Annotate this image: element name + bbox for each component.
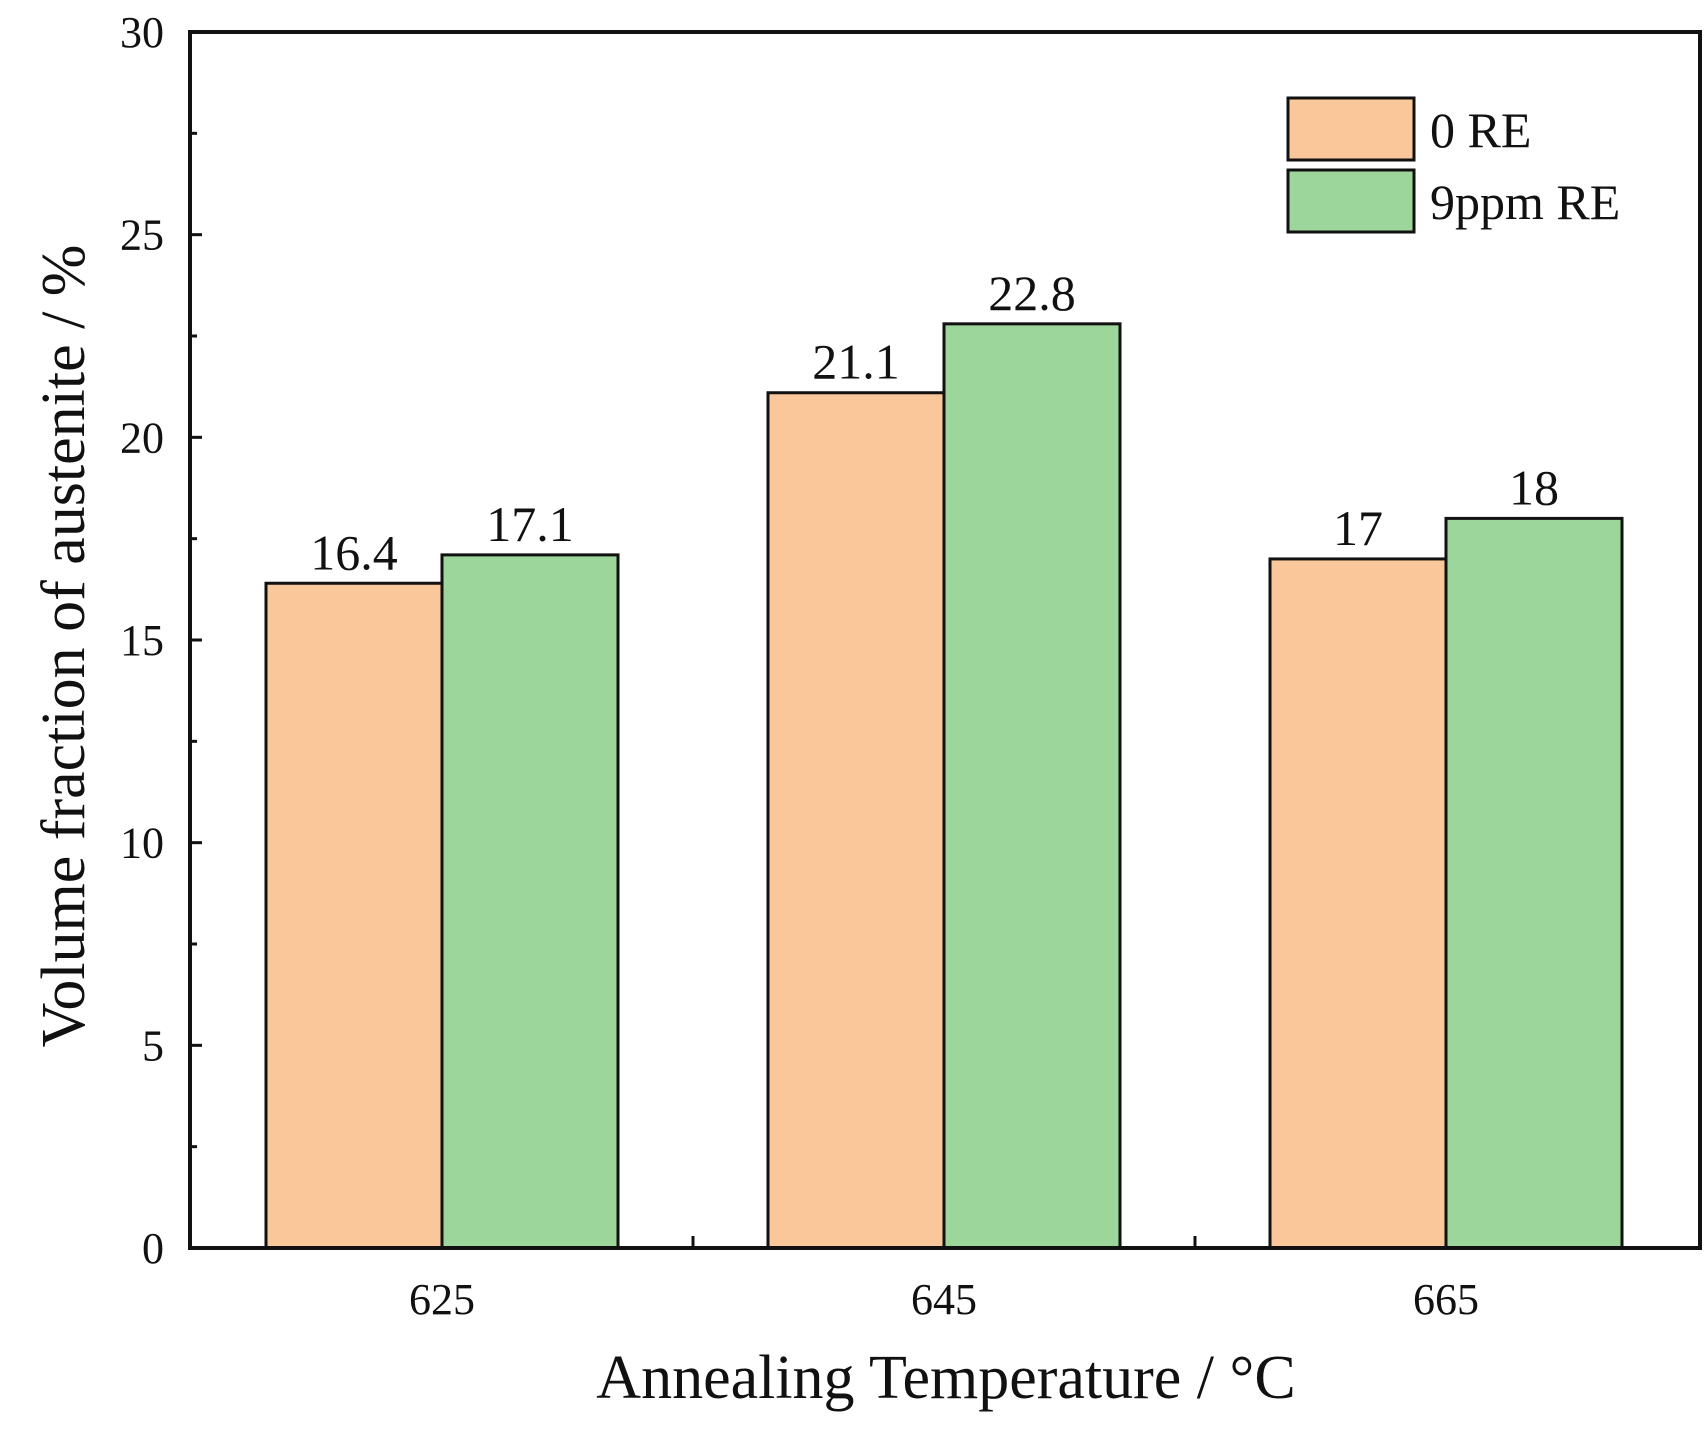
legend-swatch-9ppm-re (1286, 168, 1416, 234)
legend-label-9ppm-re: 9ppm RE (1430, 174, 1620, 230)
bars-layer (264, 322, 1624, 1250)
x-tick-label-645: 645 (911, 1275, 977, 1324)
y-tick-label: 20 (120, 413, 164, 462)
y-tick-label: 10 (120, 819, 164, 868)
bar-0-re-645 (766, 391, 946, 1250)
x-axis-title: Annealing Temperature / °C (596, 1344, 1295, 1412)
data-label-0-re-645: 21.1 (812, 334, 900, 390)
axes-layer: 0 5 10 15 20 25 30 625 645 665 (120, 8, 1702, 1324)
y-tick-label: 30 (120, 8, 164, 57)
y-tick-label: 15 (120, 616, 164, 665)
bar-9ppm-re-665 (1444, 516, 1624, 1250)
bar-0-re-625 (264, 581, 444, 1250)
y-axis-title: Volume fraction of austenite / % (30, 245, 98, 1048)
data-labels-layer: 16.4 17.1 21.1 22.8 17 18 (310, 265, 1559, 580)
bar-0-re-665 (1268, 557, 1448, 1250)
data-label-9ppm-re-625: 17.1 (486, 496, 574, 552)
y-tick-label: 0 (142, 1224, 164, 1273)
bar-9ppm-re-645 (942, 322, 1122, 1250)
data-label-9ppm-re-665: 18 (1509, 459, 1559, 515)
bar-9ppm-re-625 (440, 553, 620, 1250)
legend-label-0-re: 0 RE (1430, 102, 1531, 158)
data-label-0-re-665: 17 (1333, 500, 1383, 556)
x-tick-label-665: 665 (1413, 1275, 1479, 1324)
data-label-9ppm-re-645: 22.8 (988, 265, 1076, 321)
y-tick-label: 25 (120, 211, 164, 260)
legend: 0 RE 9ppm RE (1286, 96, 1620, 234)
data-label-0-re-625: 16.4 (310, 524, 398, 580)
x-tick-label-625: 625 (409, 1275, 475, 1324)
legend-swatch-0-re (1286, 96, 1416, 162)
y-tick-label: 5 (142, 1021, 164, 1070)
